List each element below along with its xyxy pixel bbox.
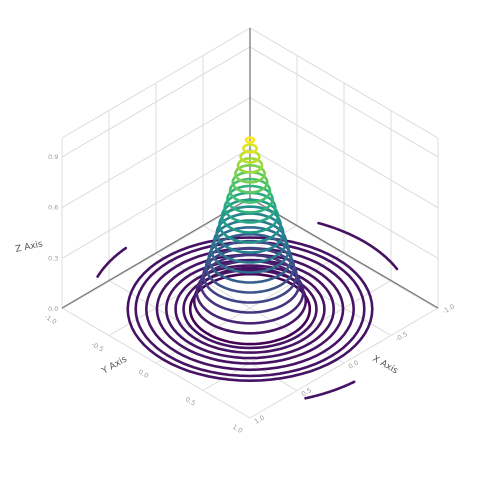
- y-tick-label: 0.5: [184, 395, 197, 407]
- left-wall-top-edge: [61, 27, 251, 139]
- y-axis-title: Y Axis: [100, 354, 130, 377]
- floor-contour-ring: [174, 264, 326, 354]
- edge-contour-arc: [317, 221, 399, 271]
- z-tick-label: 0.9: [48, 153, 58, 161]
- cone-contour-ring: [215, 212, 285, 254]
- z-tick-label: 0.6: [48, 204, 58, 212]
- cone-contour-ring: [218, 205, 282, 244]
- y-tick-label: -0.5: [90, 340, 105, 353]
- axis-lines: [61, 28, 439, 309]
- edge-contour-arc: [96, 246, 128, 278]
- left-wall-grid-horizontal: [61, 147, 251, 259]
- floor-contour-ring: [134, 240, 366, 378]
- cone-contour-ring: [212, 219, 288, 264]
- floor-grid-line-y: [155, 252, 345, 364]
- cone-contour-ring: [228, 177, 272, 204]
- cone-contour-ring: [239, 150, 261, 164]
- floor-contour-ring: [144, 247, 356, 372]
- z-tick-label: 0.0: [48, 305, 58, 313]
- cone-contour-ring: [231, 170, 269, 194]
- cone-contour-ring: [244, 136, 256, 144]
- floor-contour-ring: [164, 258, 336, 360]
- right-wall-top-edge: [249, 27, 439, 139]
- x-axis-title: X Axis: [371, 354, 400, 377]
- y-tick-label: 0.0: [137, 368, 150, 380]
- y-axis-line: [61, 197, 251, 309]
- left-wall-grid-horizontal: [61, 198, 251, 310]
- x-axis-line: [249, 197, 439, 309]
- right-wall-grid-horizontal: [249, 198, 439, 310]
- floor-grid-line-y: [61, 307, 251, 419]
- y-tick-label: 1.0: [231, 423, 244, 435]
- edge-contour-arc: [304, 380, 356, 400]
- floor-contour-ring: [155, 253, 345, 365]
- axis-panes: [61, 27, 439, 419]
- cone-contour-ring: [242, 143, 258, 154]
- right-wall-grid-horizontal: [249, 147, 439, 259]
- z-axis-title: Z Axis: [15, 239, 44, 255]
- cone-contour-ring: [226, 184, 274, 214]
- right-wall-grid-horizontal: [249, 97, 439, 209]
- contour-traces: [96, 136, 399, 400]
- right-wall-grid-horizontal: [249, 46, 439, 158]
- floor-grid-line-x: [249, 307, 439, 419]
- y-tick-label: -1.0: [43, 313, 58, 326]
- z-tick-label: 0.3: [48, 254, 58, 262]
- x-tick-label: -1.0: [441, 302, 456, 315]
- left-wall-grid-horizontal: [61, 46, 251, 158]
- left-wall-grid-horizontal: [61, 97, 251, 209]
- floor-contour-ring: [126, 236, 374, 383]
- cone-contour-ring: [188, 272, 312, 346]
